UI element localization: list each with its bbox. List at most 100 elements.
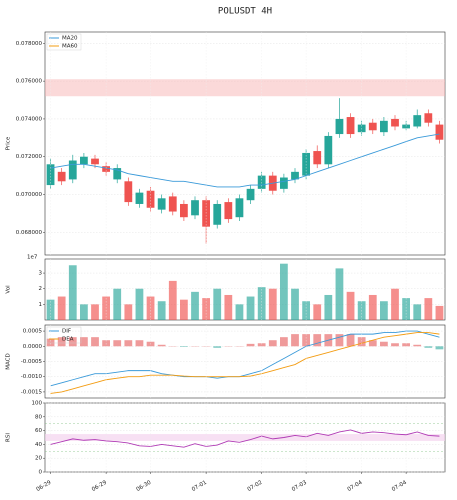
volume-bar — [424, 298, 433, 320]
macd-bar — [68, 337, 77, 347]
candle-body — [191, 200, 199, 216]
volume-bar — [391, 288, 399, 320]
candle-body — [335, 118, 344, 135]
macd-bar — [135, 340, 144, 347]
macd-bar — [424, 346, 433, 348]
macd-bar — [213, 346, 222, 348]
candle-body — [213, 203, 222, 225]
volume-bar — [202, 298, 210, 320]
macd-bar — [157, 344, 166, 347]
candle-body — [146, 190, 155, 208]
macd-bar — [246, 343, 255, 347]
candle-body — [391, 118, 399, 127]
macd-bar — [57, 337, 66, 347]
macd-bar — [313, 334, 322, 347]
volume-bar — [168, 280, 177, 320]
volume-bar — [280, 263, 288, 320]
candle-body — [46, 164, 55, 186]
volume-bar — [224, 294, 233, 320]
macd-bar — [402, 343, 410, 347]
candle-body — [346, 117, 355, 135]
candle-body — [68, 160, 77, 180]
y-axis-label: MACD — [6, 353, 12, 370]
y-tick-label: 0.076000 — [16, 79, 43, 85]
volume-bar — [368, 294, 377, 320]
candle-body — [80, 156, 88, 165]
candle-body — [313, 151, 322, 165]
y-tick-label: 60 — [35, 428, 42, 434]
y-tick-label: 0.070000 — [16, 192, 43, 198]
volume-bar — [191, 291, 199, 320]
zone — [45, 79, 445, 97]
y-tick-label: 20 — [35, 456, 42, 462]
candle-body — [368, 122, 377, 131]
volume-bar — [435, 305, 444, 320]
y-tick-label: 0 — [39, 470, 43, 476]
volume-bar — [213, 288, 222, 320]
candle-body — [124, 181, 133, 203]
candle-body — [235, 198, 244, 218]
candle-body — [113, 168, 122, 180]
volume-bar — [268, 288, 277, 320]
candle-body — [291, 171, 299, 180]
volume-bar — [157, 301, 166, 320]
volume-bar — [113, 288, 122, 320]
panel-frame — [44, 258, 446, 321]
line — [50, 429, 440, 448]
chart-title: POLUSDT 4H — [218, 7, 272, 17]
line — [50, 330, 440, 387]
volume-bar — [313, 304, 322, 320]
macd-bar — [280, 337, 288, 347]
volume-bar — [80, 304, 88, 320]
y-tick-label: 0.068000 — [16, 230, 43, 236]
macd-bar — [335, 334, 344, 347]
legend-box — [46, 33, 82, 51]
y-tick-label: -0.0005 — [21, 359, 43, 365]
y-tick-label: 0.074000 — [16, 116, 43, 122]
y-tick-label: 0.078000 — [16, 41, 43, 47]
line — [50, 133, 440, 188]
candle-body — [135, 192, 144, 204]
band — [45, 434, 445, 441]
legend-label: MA20 — [62, 36, 78, 42]
volume-bar — [324, 294, 333, 320]
y-tick-label: 0.0000 — [23, 344, 43, 350]
y-tick-label: 100 — [32, 401, 43, 407]
offset-label: 1e7 — [27, 255, 38, 261]
volume-bar — [91, 304, 99, 320]
legend-label: DIF — [62, 329, 71, 335]
legend-label: DEA — [62, 337, 74, 343]
macd-bar — [435, 346, 444, 350]
volume-bar — [180, 299, 188, 320]
volume-bar — [291, 288, 299, 320]
macd-bar — [46, 338, 55, 347]
macd-bar — [124, 340, 133, 347]
macd-bar — [391, 343, 399, 347]
volume-bar — [124, 304, 133, 320]
macd-bar — [268, 340, 277, 347]
legend-label: MA60 — [62, 44, 78, 50]
candle-body — [380, 120, 388, 133]
volume-bar — [380, 301, 388, 320]
candle-body — [224, 202, 233, 220]
volume-bar — [257, 287, 266, 320]
y-axis-label: Price — [6, 136, 12, 150]
volume-bar — [335, 268, 344, 320]
macd-bar — [357, 337, 366, 347]
candle-body — [324, 135, 333, 165]
volume-bar — [135, 288, 144, 320]
y-axis-label: RSI — [6, 433, 12, 442]
candle-body — [424, 113, 433, 123]
y-tick-label: -0.0015 — [21, 389, 43, 395]
y-tick-label: -0.0010 — [21, 374, 43, 380]
macd-bar — [80, 337, 88, 347]
legend-box — [46, 326, 82, 344]
volume-bar — [57, 296, 66, 320]
y-tick-label: 2 — [39, 286, 43, 292]
volume-bar — [46, 299, 55, 320]
candle-body — [168, 196, 177, 212]
volume-bar — [413, 304, 422, 320]
macd-bar — [346, 334, 355, 347]
volume-bar — [346, 291, 355, 320]
